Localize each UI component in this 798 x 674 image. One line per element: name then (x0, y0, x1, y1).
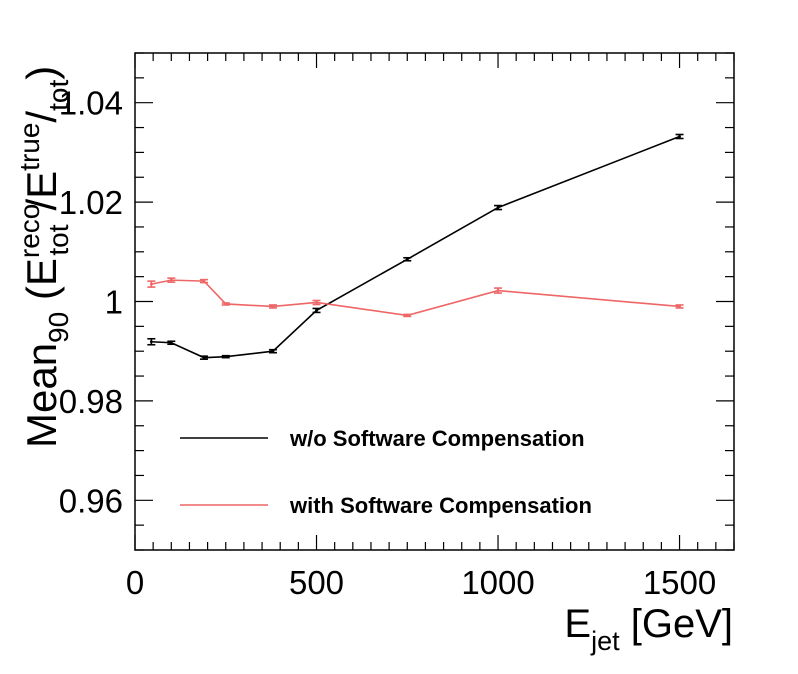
error-bar (221, 302, 230, 306)
data-point (678, 135, 681, 138)
error-bar (221, 354, 230, 359)
x-axis-title: Ejet [GeV] (564, 602, 733, 656)
y-tick-label: 1.02 (59, 184, 123, 221)
data-point (678, 305, 681, 308)
error-bar (199, 355, 208, 360)
error-bar (675, 304, 684, 309)
data-point (149, 282, 153, 286)
error-bar (675, 133, 684, 140)
y-axis-title-reco-e: (E (18, 258, 65, 312)
y-axis-title-mean: Mean (18, 343, 65, 448)
x-tick-label: 1500 (643, 564, 716, 601)
data-point (496, 289, 500, 292)
error-bar (494, 204, 503, 211)
y-tick-label: 0.98 (59, 383, 123, 420)
data-point (169, 341, 173, 345)
error-bar (268, 348, 277, 354)
series-layer (147, 133, 684, 360)
y-axis-title-close: ) (18, 66, 65, 80)
data-point (224, 355, 228, 359)
error-bar (403, 313, 412, 318)
error-bar (167, 340, 176, 346)
error-bar (494, 287, 503, 294)
y-axis-title-true-sub: tot (43, 80, 74, 111)
x-axis-title-sub: jet (590, 626, 620, 656)
error-bar (312, 307, 321, 314)
data-point (405, 314, 409, 317)
legend-label-0: w/o Software Compensation (289, 426, 585, 451)
error-bar (167, 277, 176, 283)
y-tick-label: 0.96 (59, 482, 123, 519)
error-bar (147, 337, 156, 346)
y-axis-title: Mean90 (Erecotot/Etrue/tot) (14, 66, 74, 448)
x-axis-title-main: E (564, 602, 591, 646)
x-axis-title-unit: [GeV] (620, 602, 733, 646)
y-axis-title-reco-sup: reco (14, 204, 45, 258)
data-point (202, 279, 206, 283)
axis-ticks: 0 500 1000 1500 0.96 0.98 1 1.02 1.04 (59, 52, 735, 601)
legend: w/o Software Compensation with Software C… (180, 426, 592, 518)
y-axis-title-true-sup: true (14, 123, 45, 171)
y-axis-title-true-e: /E (18, 171, 65, 211)
error-bar (312, 299, 321, 306)
y-axis-title-mean-sub: 90 (43, 312, 74, 343)
series-line-0 (151, 135, 680, 359)
error-bar (199, 278, 208, 284)
error-bar (268, 304, 277, 309)
data-point (315, 301, 318, 304)
data-point (169, 278, 173, 282)
data-point (271, 305, 275, 308)
y-axis-title-slash: / (18, 111, 65, 123)
data-point (496, 206, 500, 209)
x-tick-label: 1000 (461, 564, 534, 601)
x-tick-label: 0 (126, 564, 144, 601)
data-point (202, 356, 206, 360)
data-point (405, 257, 409, 261)
error-bar (403, 256, 412, 262)
data-point (149, 340, 153, 344)
error-bar (147, 280, 156, 288)
y-tick-label: 1 (105, 284, 123, 321)
data-point (271, 349, 275, 353)
data-point (224, 302, 228, 306)
plot-frame (134, 52, 735, 551)
legend-label-1: with Software Compensation (289, 493, 592, 518)
series-line-1 (151, 279, 680, 317)
data-point (315, 309, 318, 312)
y-axis-title-reco-sub: tot (43, 224, 74, 255)
y-tick-label: 1.04 (59, 85, 123, 122)
x-tick-label: 500 (289, 564, 344, 601)
